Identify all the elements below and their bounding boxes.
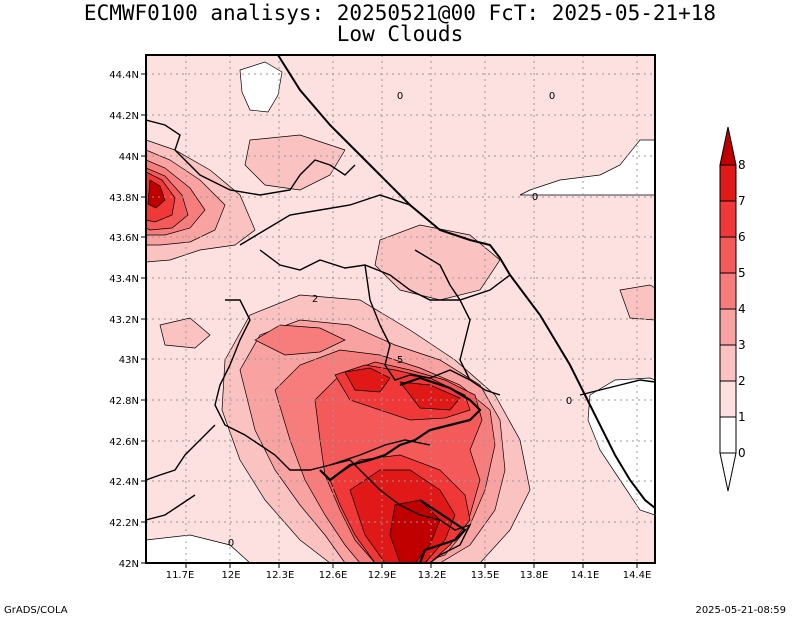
colorbar-top-arrow (719, 126, 737, 166)
colorbar-label: 3 (738, 338, 746, 352)
lat-label: 42.8N (109, 396, 139, 407)
region-borders (146, 119, 655, 563)
colorbar-label: 4 (738, 302, 746, 316)
colorbar-band-7-6 (719, 200, 737, 238)
clear-region-sw (146, 534, 251, 563)
colorbar: 8 7 6 5 4 3 2 1 0 (719, 126, 746, 492)
footer-left: GrADS/COLA (4, 605, 68, 616)
lon-label: 13.8E (520, 570, 549, 581)
contour-label-0-se: 0 (566, 396, 572, 407)
colorbar-label: 8 (738, 158, 746, 172)
lat-label: 44N (119, 152, 139, 163)
footer-right: 2025-05-21-08:59 (695, 605, 786, 616)
contour-label-5: 5 (397, 355, 403, 366)
lon-label: 14.1E (571, 570, 600, 581)
colorbar-band-1-0 (719, 416, 737, 454)
lon-label: 14.4E (623, 570, 652, 581)
colorbar-band-2-1 (719, 380, 737, 418)
lon-label: 11.7E (166, 570, 195, 581)
colorbar-label: 7 (738, 194, 746, 208)
contour-label-0-ne: 0 (549, 91, 555, 102)
lat-label: 44.4N (109, 70, 139, 81)
border-thick (319, 376, 482, 482)
lon-label: 13.2E (418, 570, 447, 581)
colorbar-label: 1 (738, 410, 746, 424)
lon-label: 13.5E (471, 570, 500, 581)
chart-title: ECMWF0100 analisys: 20250521@00 FcT: 202… (83, 1, 717, 25)
lat-label: 42.2N (109, 518, 139, 529)
cloud-level-7-east (399, 381, 461, 411)
map-plot-area: 0 0 0 0 0 2 5 (146, 55, 655, 563)
cloud-level-4-top (254, 324, 346, 356)
plot-frame (145, 54, 656, 564)
colorbar-bottom-arrow (719, 452, 737, 492)
lat-label: 42.4N (109, 477, 139, 488)
colorbar-band-5-4 (719, 272, 737, 310)
lat-label: 43.8N (109, 193, 139, 204)
colorbar-label: 5 (738, 266, 746, 280)
colorbar-label: 2 (738, 374, 746, 388)
lat-label: 43.6N (109, 233, 139, 244)
clear-region-n (239, 61, 283, 113)
lon-label: 12.3E (266, 570, 295, 581)
lon-label: 12.6E (319, 570, 348, 581)
colorbar-band-8-7 (719, 164, 737, 202)
lon-label: 12E (221, 570, 240, 581)
lon-label: 12.9E (368, 570, 397, 581)
lat-label: 44.2N (109, 111, 139, 122)
colorbar-band-3-2 (719, 344, 737, 382)
colorbar-band-6-5 (719, 236, 737, 274)
lat-axis: 44.4N 44.2N 44N 43.8N 43.6N 43.4N 43.2N … (109, 70, 146, 570)
contour-label-0-east: 0 (532, 192, 538, 203)
lon-axis: 11.7E 12E 12.3E 12.6E 12.9E 13.2E 13.5E … (166, 563, 652, 581)
lat-label: 42.6N (109, 437, 139, 448)
lat-label: 43.4N (109, 274, 139, 285)
contour-label-0-sw: 0 (228, 538, 234, 549)
lat-label: 42N (119, 559, 139, 570)
contour-label-0-north: 0 (397, 91, 403, 102)
cloud-level-8-nw (147, 179, 166, 209)
lat-label: 43N (119, 355, 139, 366)
contour-label-2: 2 (312, 294, 318, 305)
lat-label: 43.2N (109, 315, 139, 326)
gridlines (146, 55, 655, 563)
colorbar-label: 0 (738, 446, 746, 460)
colorbar-band-4-3 (719, 308, 737, 346)
colorbar-label: 6 (738, 230, 746, 244)
cloud-level-2-w (159, 317, 211, 349)
cloud-level-7 (344, 367, 391, 393)
border-thick-south (418, 499, 467, 563)
clear-region-ne (519, 139, 655, 196)
chart-subtitle: Low Clouds (336, 22, 464, 46)
cloud-level-2-n (244, 134, 346, 191)
